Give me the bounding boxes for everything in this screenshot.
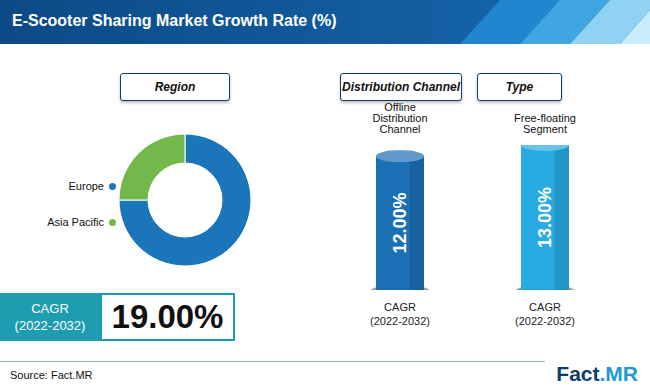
html-text:Type: Type: [505, 80, 534, 94]
svg-text:OfflineDistributionChannel: OfflineDistributionChannel: [372, 101, 427, 135]
html-text:CAGR: CAGR: [31, 301, 69, 316]
svg-text:Free-floatingSegment: Free-floatingSegment: [514, 112, 576, 135]
html-text:(2022-2032): (2022-2032): [370, 315, 430, 327]
html-text:CAGR: CAGR: [384, 301, 416, 313]
html-text:(2022-2032): (2022-2032): [14, 318, 86, 333]
html-text:19.00%: 19.00%: [111, 298, 224, 335]
html-text:(2022-2032): (2022-2032): [515, 315, 575, 327]
html-text:Asia Pacific: Asia Pacific: [47, 216, 104, 228]
svg-text:13.00%: 13.00%: [535, 187, 555, 248]
svg-text:12.00%: 12.00%: [390, 193, 410, 254]
html-text:CAGR: CAGR: [529, 301, 561, 313]
html-text:Region: Region: [154, 80, 196, 94]
html-text:Fact.MR: Fact.MR: [556, 362, 638, 385]
html-text:E-Scooter Sharing Market Growt: E-Scooter Sharing Market Growth Rate (%): [12, 12, 337, 29]
html-text:Distribution Channel: Distribution Channel: [342, 80, 460, 94]
html-text:Source: Fact.MR: Source: Fact.MR: [10, 369, 93, 381]
html-text:Europe: Europe: [68, 180, 104, 192]
